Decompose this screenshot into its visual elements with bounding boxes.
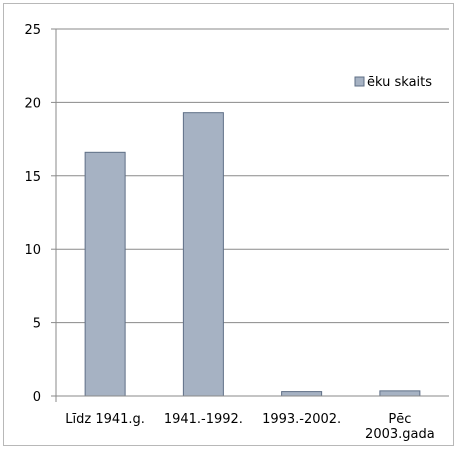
legend-label-eku-skaits: ēku skaits [367, 75, 432, 90]
legend-swatch [354, 76, 365, 87]
chart-frame [3, 3, 454, 446]
x-tick-label: Pēc [388, 412, 411, 427]
y-tick-label: 0 [33, 390, 41, 405]
x-tick-label: 2003.gada [365, 427, 435, 442]
axes [51, 29, 449, 402]
x-tick-label: 1993.-2002. [262, 412, 341, 427]
x-tick-label: 1941.-1992. [164, 412, 243, 427]
bars [84, 112, 421, 397]
bar-0 [84, 151, 126, 397]
y-tick-label: 10 [24, 243, 41, 258]
legend: ēku skaits [354, 75, 432, 90]
y-tick-label: 20 [24, 96, 41, 111]
bar-2 [281, 391, 323, 397]
x-tick-labels: Līdz 1941.g. 1941.-1992. 1993.-2002. Pēc200… [65, 412, 434, 442]
bar-1 [182, 112, 224, 397]
x-tick-label: Līdz 1941.g. [65, 412, 145, 427]
y-tick-label: 25 [24, 23, 41, 38]
y-tick-label: 15 [24, 170, 41, 185]
bar-3 [379, 390, 421, 397]
y-tick-labels: 0 5 10 15 20 25 [24, 23, 41, 405]
y-tick-label: 5 [33, 317, 41, 332]
